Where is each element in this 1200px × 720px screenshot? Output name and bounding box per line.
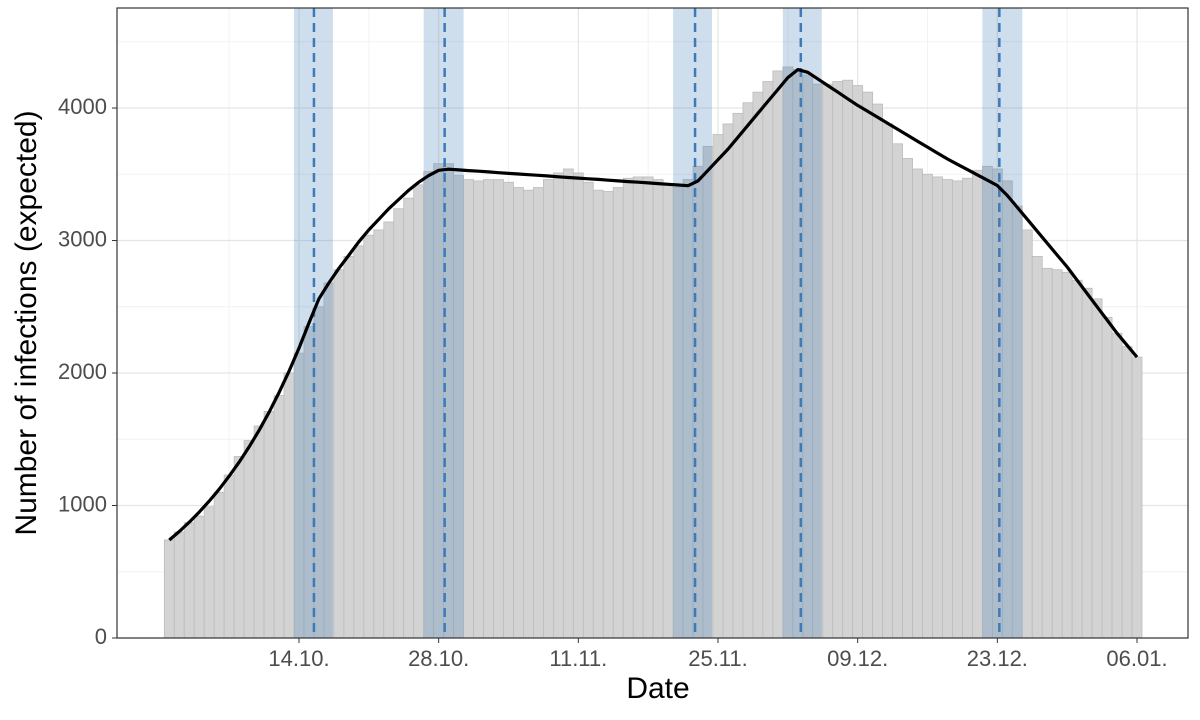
x-tick-label: 23.12. (967, 646, 1028, 671)
bar (273, 395, 285, 639)
bar (902, 157, 913, 639)
bar (213, 491, 225, 639)
bar (572, 172, 584, 639)
x-tick-label: 11.11. (549, 646, 607, 671)
bar (882, 123, 893, 639)
bar (1021, 229, 1033, 639)
bar (233, 456, 245, 639)
bar (203, 506, 215, 639)
bar (1031, 256, 1043, 639)
bar (612, 187, 624, 639)
fit-line (168, 68, 1139, 542)
bar (582, 181, 594, 639)
bar (493, 179, 504, 639)
bar (193, 515, 205, 639)
bar (642, 176, 654, 639)
bar (862, 91, 874, 639)
bar (413, 184, 425, 639)
bar (333, 269, 345, 639)
bar (562, 168, 574, 639)
bar (662, 184, 674, 639)
bar (1111, 332, 1123, 639)
bar (223, 474, 235, 639)
bar (842, 79, 854, 639)
bar (263, 411, 275, 639)
bar (1041, 267, 1053, 639)
y-tick-label: 0 (95, 624, 107, 649)
bar (712, 134, 724, 639)
bar (483, 179, 494, 639)
bar (393, 208, 405, 639)
bar (832, 81, 844, 639)
bar (962, 177, 973, 639)
bar (652, 179, 664, 639)
bar (772, 70, 784, 639)
x-axis-title: Date (626, 672, 689, 705)
bar (552, 172, 564, 639)
bar (463, 179, 474, 639)
bar (403, 197, 415, 639)
bar (283, 372, 295, 639)
bar (922, 173, 933, 639)
bar (183, 522, 195, 639)
y-axis-title: Number of infections (expected) (10, 110, 43, 535)
bar (353, 245, 365, 639)
bar (932, 176, 943, 639)
changepoint-interval (673, 8, 713, 638)
bar (173, 531, 185, 639)
bar (243, 440, 255, 639)
bar (912, 168, 923, 639)
x-tick-label: 25.11. (688, 646, 748, 671)
bar (1131, 356, 1143, 639)
bar (762, 81, 774, 639)
bar (602, 191, 614, 639)
bar (1051, 269, 1063, 639)
bar (742, 102, 754, 639)
bar (822, 83, 834, 639)
changepoint-interval (782, 8, 822, 638)
bar (543, 179, 554, 639)
y-tick-label: 1000 (58, 491, 107, 516)
bar (722, 123, 734, 639)
bar (1071, 279, 1083, 639)
bar (163, 539, 175, 639)
bar (1091, 298, 1103, 639)
plot-frame (116, 7, 1189, 639)
bar (632, 176, 644, 639)
y-tick-label: 2000 (58, 359, 107, 384)
bar (752, 91, 764, 639)
bar (942, 179, 953, 639)
bar (523, 189, 534, 639)
bar (971, 169, 983, 639)
bar (1121, 346, 1133, 639)
bar (1101, 316, 1113, 639)
bar (892, 143, 903, 639)
bar (592, 189, 604, 639)
bar (852, 85, 864, 639)
bar (732, 112, 744, 639)
bar (253, 425, 265, 639)
bar (1061, 271, 1073, 639)
bar (363, 234, 375, 639)
bar (622, 177, 634, 639)
x-tick-label: 28.10. (408, 646, 469, 671)
bar (1081, 287, 1093, 639)
bar (473, 180, 484, 639)
changepoint-interval (982, 8, 1023, 638)
bar (952, 180, 963, 639)
bar (373, 229, 385, 639)
bar (343, 256, 355, 639)
x-tick-label: 14.10. (268, 646, 329, 671)
bar (503, 181, 514, 639)
bar (383, 221, 395, 639)
bar (533, 187, 544, 639)
x-tick-label: 06.01. (1106, 646, 1167, 671)
bar (513, 187, 524, 639)
y-tick-label: 3000 (58, 226, 107, 251)
y-tick-label: 4000 (58, 94, 107, 119)
x-tick-label: 09.12. (827, 646, 888, 671)
bar (872, 103, 884, 639)
